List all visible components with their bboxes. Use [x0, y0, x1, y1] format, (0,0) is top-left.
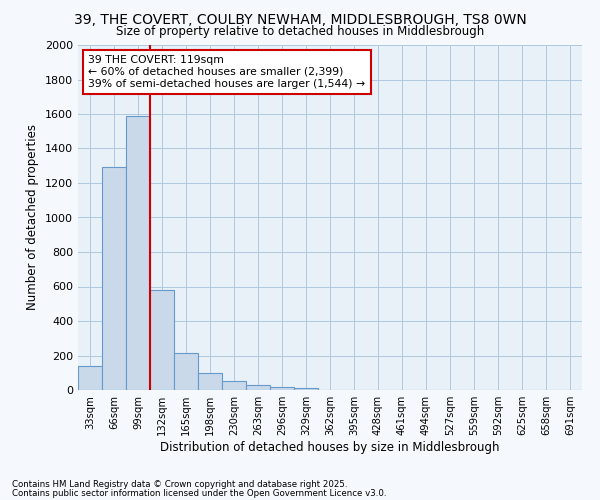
Text: Contains HM Land Registry data © Crown copyright and database right 2025.: Contains HM Land Registry data © Crown c… — [12, 480, 347, 489]
Bar — [246, 385, 270, 390]
Bar — [222, 382, 246, 390]
Text: Size of property relative to detached houses in Middlesbrough: Size of property relative to detached ho… — [116, 25, 484, 38]
Bar — [78, 366, 102, 390]
Bar — [150, 290, 174, 390]
Bar — [102, 168, 126, 390]
Bar — [198, 373, 222, 390]
Text: 39, THE COVERT, COULBY NEWHAM, MIDDLESBROUGH, TS8 0WN: 39, THE COVERT, COULBY NEWHAM, MIDDLESBR… — [74, 12, 526, 26]
Bar — [126, 116, 150, 390]
Text: 39 THE COVERT: 119sqm
← 60% of detached houses are smaller (2,399)
39% of semi-d: 39 THE COVERT: 119sqm ← 60% of detached … — [88, 56, 365, 88]
Y-axis label: Number of detached properties: Number of detached properties — [26, 124, 40, 310]
Bar — [294, 388, 318, 390]
X-axis label: Distribution of detached houses by size in Middlesbrough: Distribution of detached houses by size … — [160, 441, 500, 454]
Bar — [270, 386, 294, 390]
Text: Contains public sector information licensed under the Open Government Licence v3: Contains public sector information licen… — [12, 489, 386, 498]
Bar — [174, 353, 198, 390]
